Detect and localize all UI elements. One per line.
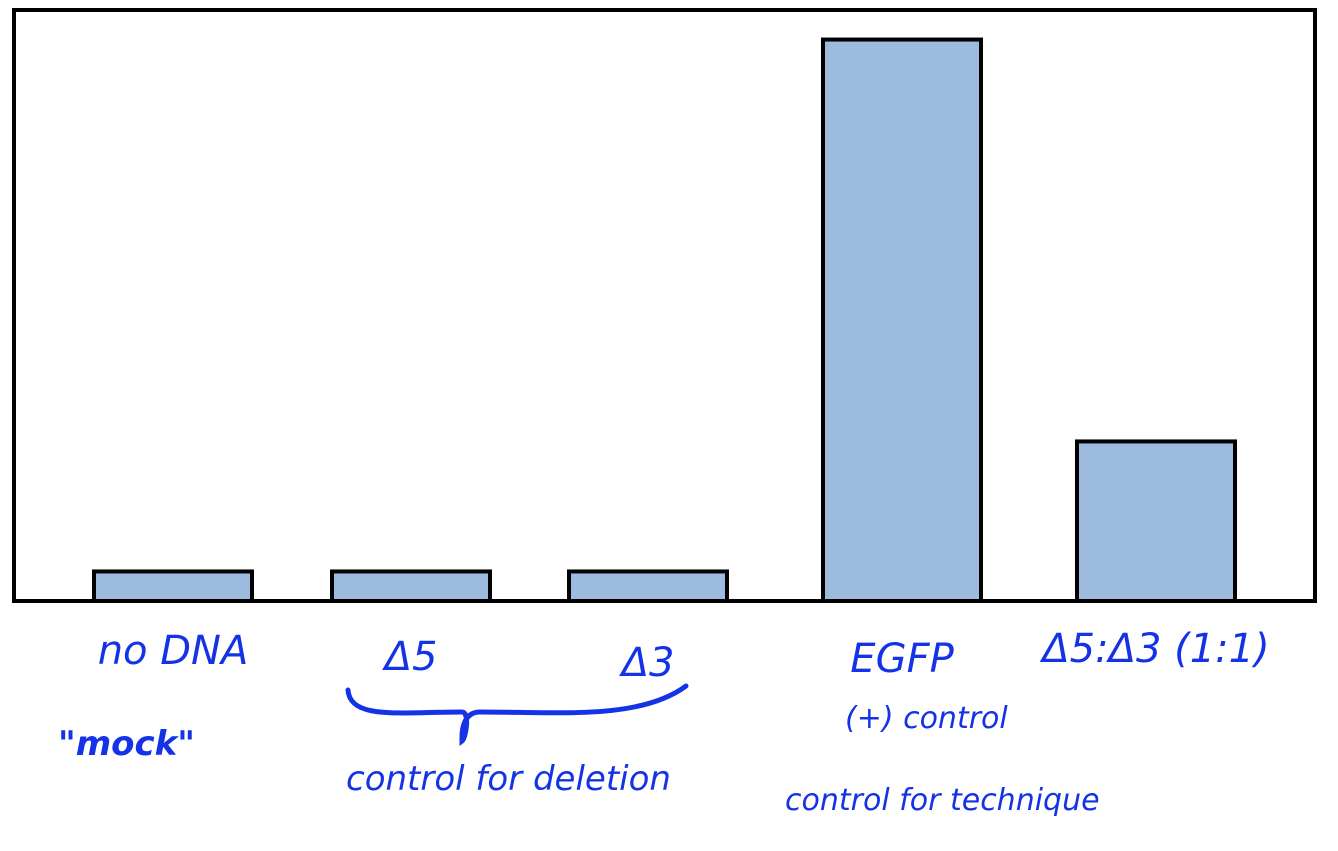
bar-3 bbox=[821, 37, 983, 604]
mock-annotation: "mock" bbox=[58, 724, 195, 764]
category-labels: no DNA Δ5 Δ3 EGFP Δ5:Δ3 (1:1) bbox=[98, 626, 1270, 686]
deletion-control-annotation: control for deletion bbox=[346, 759, 671, 799]
egfp-control-annotation: (+) control bbox=[845, 701, 1008, 736]
deletion-brace bbox=[345, 683, 689, 747]
category-label-3: EGFP bbox=[850, 636, 954, 682]
bar-4 bbox=[1075, 439, 1237, 603]
category-label-0: no DNA bbox=[98, 628, 249, 674]
category-label-1: Δ5 bbox=[382, 634, 438, 680]
bars-group bbox=[92, 37, 1237, 604]
category-label-4: Δ5:Δ3 (1:1) bbox=[1039, 626, 1269, 672]
bar-2 bbox=[567, 569, 729, 604]
bar-1 bbox=[330, 569, 492, 604]
category-label-2: Δ3 bbox=[619, 640, 675, 686]
bar-0 bbox=[92, 569, 254, 604]
technique-control-annotation: control for technique bbox=[785, 783, 1100, 818]
